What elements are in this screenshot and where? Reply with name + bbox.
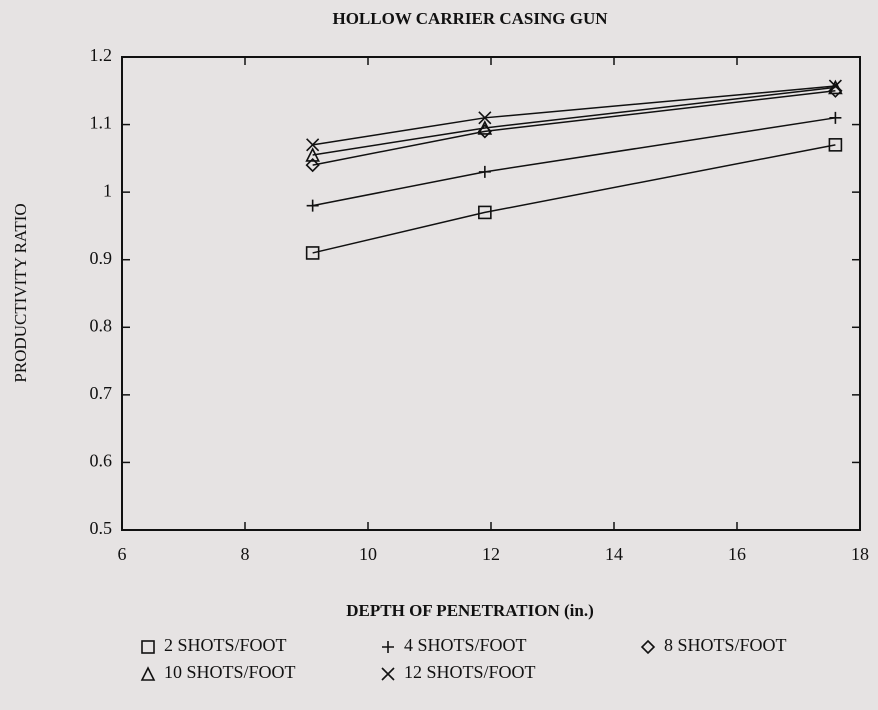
marker	[478, 205, 492, 220]
marker	[306, 138, 320, 152]
marker	[381, 667, 395, 681]
marker	[477, 120, 493, 135]
y-tick-label: 1	[103, 180, 112, 200]
marker	[306, 199, 319, 212]
marker	[828, 138, 843, 152]
legend-label: 12 SHOTS/FOOT	[404, 662, 536, 682]
y-tick-label: 1.1	[90, 113, 113, 133]
x-tick-label: 18	[851, 544, 869, 564]
y-tick-label: 1.2	[90, 45, 113, 65]
x-tick-label: 14	[605, 544, 623, 564]
legend-label: 10 SHOTS/FOOT	[164, 662, 296, 682]
marker	[640, 639, 656, 655]
series-line	[312, 86, 836, 156]
y-tick-label: 0.8	[90, 315, 113, 335]
marker	[382, 641, 394, 653]
chart-title: HOLLOW CARRIER CASING GUN	[332, 9, 608, 28]
series-line	[312, 90, 836, 166]
x-axis-label: DEPTH OF PENETRATION (in.)	[346, 601, 593, 620]
y-axis-label: PRODUCTIVITY RATIO	[11, 203, 30, 382]
y-tick-label: 0.5	[90, 518, 113, 538]
marker	[829, 111, 842, 124]
marker	[828, 79, 842, 93]
series-line	[312, 144, 836, 254]
x-tick-label: 16	[728, 544, 746, 564]
x-tick-label: 12	[482, 544, 500, 564]
legend-label: 4 SHOTS/FOOT	[404, 635, 527, 655]
marker	[305, 147, 320, 162]
x-tick-label: 8	[241, 544, 250, 564]
y-tick-label: 0.7	[90, 383, 113, 403]
x-tick-label: 10	[359, 544, 377, 564]
marker	[478, 165, 491, 178]
marker	[305, 157, 320, 173]
marker	[828, 79, 843, 95]
marker	[141, 640, 155, 654]
legend-label: 8 SHOTS/FOOT	[664, 635, 787, 655]
y-tick-label: 0.9	[90, 248, 113, 268]
x-tick-label: 6	[118, 544, 127, 564]
legend-label: 2 SHOTS/FOOT	[164, 635, 287, 655]
marker	[478, 111, 492, 125]
marker	[140, 666, 156, 681]
marker	[305, 246, 320, 260]
y-tick-label: 0.6	[90, 451, 113, 471]
